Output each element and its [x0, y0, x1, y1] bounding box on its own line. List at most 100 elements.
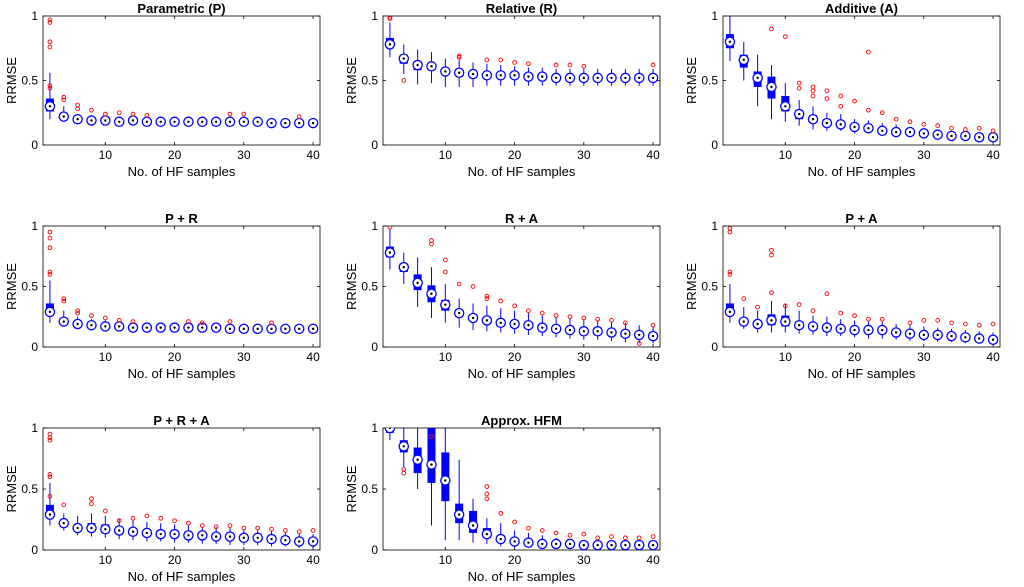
outlier-point — [512, 60, 517, 65]
y-tick-label: 1 — [31, 9, 38, 23]
outlier-point — [893, 116, 899, 122]
median-dot — [991, 338, 995, 341]
median-dot — [582, 76, 586, 80]
outlier-point — [838, 93, 844, 99]
outlier-point — [769, 247, 774, 253]
outlier-point — [498, 298, 504, 304]
x-axis-label: No. of HF samples — [808, 366, 916, 381]
median-dot — [742, 58, 745, 62]
x-axis-label: No. of HF samples — [128, 569, 236, 584]
outlier-point — [89, 107, 94, 113]
median-dot — [284, 121, 287, 125]
median-dot — [430, 65, 433, 68]
outlier-point — [636, 535, 642, 541]
median-dot — [624, 543, 627, 547]
median-dot — [485, 74, 489, 77]
median-dot — [582, 543, 586, 547]
x-tick-label: 40 — [646, 350, 660, 364]
median-dot — [298, 327, 301, 331]
outlier-point — [116, 318, 122, 323]
median-dot — [651, 543, 655, 547]
outlier-point — [47, 17, 53, 23]
outlier-point — [526, 61, 531, 67]
median-dot — [311, 540, 315, 543]
median-dot — [527, 75, 530, 78]
median-dot — [388, 428, 392, 430]
median-dot — [201, 326, 204, 329]
median-dot — [964, 134, 967, 138]
y-tick-label: 1 — [371, 219, 378, 233]
outlier-point — [89, 501, 94, 506]
x-tick-label: 20 — [848, 148, 862, 162]
outlier-point — [553, 530, 559, 536]
outlier-point — [75, 310, 80, 316]
median-dot — [881, 129, 884, 133]
median-dot — [867, 328, 870, 332]
x-axis-label: No. of HF samples — [468, 366, 576, 381]
x-tick-label: 10 — [99, 553, 113, 567]
outlier-point — [595, 535, 601, 541]
median-dot — [173, 120, 176, 123]
panel-5: R + A 10 20 30 40 0 0.5 1 No. of HF samples RRMSE — [344, 211, 661, 381]
median-dot — [811, 118, 815, 121]
outlier-point — [484, 496, 490, 502]
median-dot — [145, 326, 149, 329]
outlier-point — [47, 20, 53, 25]
plot-frame — [382, 427, 661, 551]
outlier-point — [61, 502, 67, 508]
median-dot — [48, 310, 52, 314]
x-tick-label: 40 — [646, 148, 660, 162]
marks — [384, 16, 659, 87]
x-axis-label: No. of HF samples — [128, 366, 236, 381]
median-dot — [908, 130, 912, 134]
outlier-point — [296, 114, 302, 119]
median-dot — [922, 333, 926, 337]
outlier-point — [47, 85, 53, 91]
outlier-point — [47, 474, 53, 480]
marks — [724, 226, 999, 345]
median-dot — [388, 43, 392, 46]
median-dot — [610, 331, 613, 334]
median-dot — [582, 330, 586, 333]
median-dot — [797, 324, 801, 327]
panel-3: Additive (A) 10 20 30 40 0 0.5 1 No. of HF sampl… — [684, 1, 1001, 179]
median-dot — [48, 105, 52, 108]
median-dot — [527, 541, 530, 544]
outlier-point — [636, 341, 642, 346]
outlier-point — [963, 321, 968, 327]
median-dot — [444, 70, 447, 73]
x-axis-label: No. of HF samples — [808, 164, 916, 179]
outlier-point — [727, 272, 733, 277]
median-dot — [991, 136, 995, 139]
median-dot — [402, 57, 405, 60]
y-tick-label: 0.5 — [361, 74, 378, 88]
median-dot — [457, 311, 461, 315]
outlier-point — [907, 320, 913, 326]
outlier-point — [130, 111, 136, 117]
outlier-point — [567, 314, 573, 320]
plot-frame — [42, 15, 321, 146]
outlier-point — [387, 16, 393, 21]
y-tick-label: 0 — [371, 340, 378, 354]
outlier-point — [227, 523, 233, 528]
y-axis-label: RRMSE — [4, 465, 19, 512]
median-dot — [485, 319, 489, 322]
median-dot — [624, 76, 627, 80]
panel-6: P + A 10 20 30 40 0 0.5 1 No. of HF samples RRMSE — [684, 211, 1001, 381]
y-tick-label: 0.5 — [361, 482, 378, 496]
outlier-point — [227, 111, 233, 117]
outlier-point — [47, 493, 53, 499]
median-dot — [242, 120, 246, 123]
median-dot — [173, 326, 176, 329]
outlier-point — [609, 534, 614, 539]
plot-frame — [382, 15, 661, 146]
median-dot — [978, 337, 981, 340]
outlier-point — [623, 535, 628, 541]
outlier-point — [963, 127, 968, 132]
median-dot — [298, 121, 301, 125]
outlier-point — [935, 123, 941, 128]
median-dot — [284, 327, 287, 331]
outlier-point — [852, 313, 857, 318]
outlier-point — [130, 515, 136, 521]
